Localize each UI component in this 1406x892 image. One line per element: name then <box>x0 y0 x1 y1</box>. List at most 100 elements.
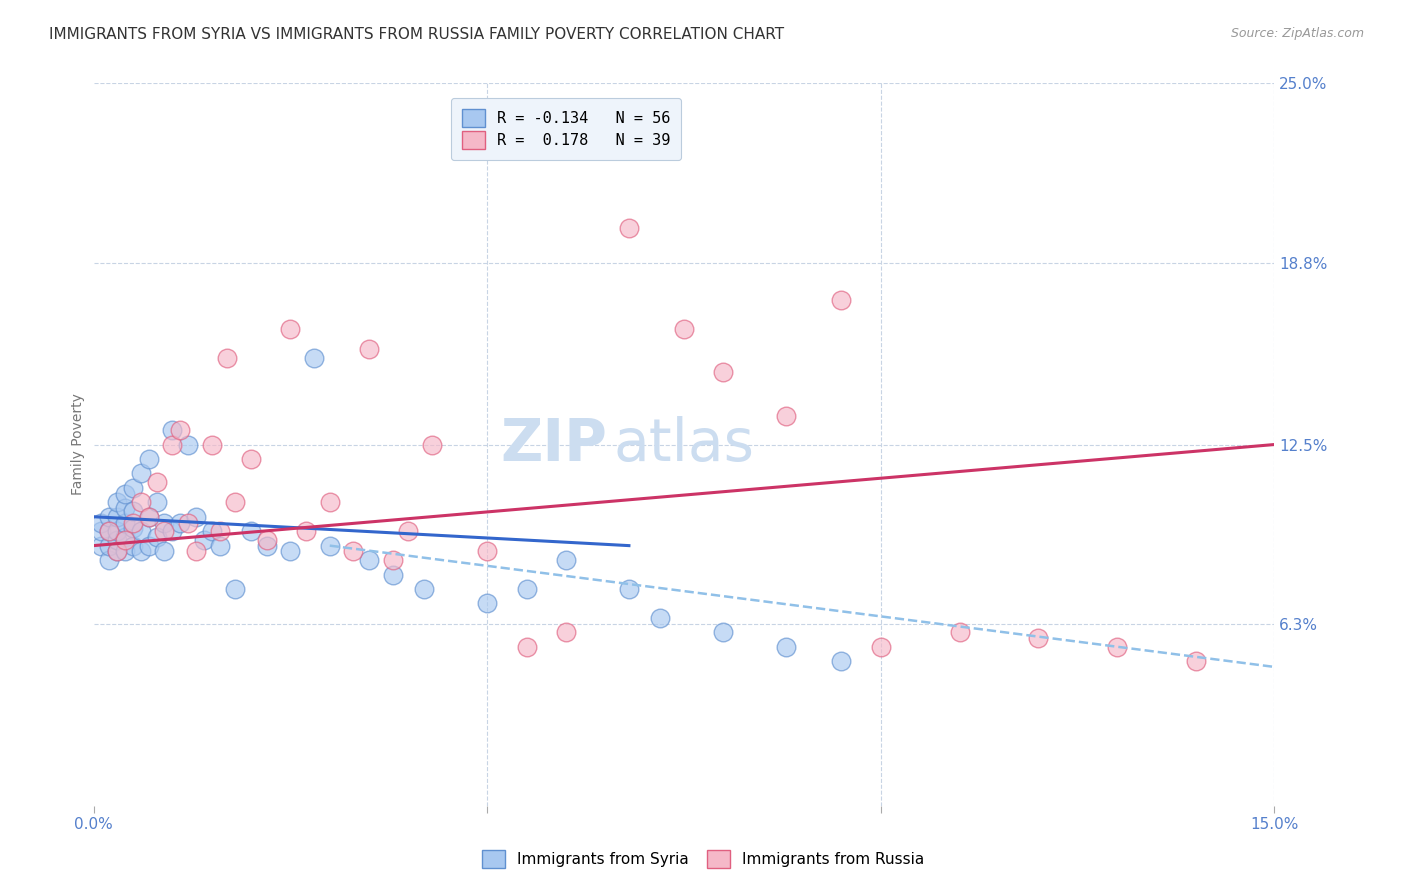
Point <box>673 322 696 336</box>
Point <box>208 524 231 538</box>
Point <box>477 544 499 558</box>
Point <box>105 533 128 547</box>
Text: IMMIGRANTS FROM SYRIA VS IMMIGRANTS FROM RUSSIA FAMILY POVERTY CORRELATION CHART: IMMIGRANTS FROM SYRIA VS IMMIGRANTS FROM… <box>49 27 785 42</box>
Point <box>224 495 246 509</box>
Point <box>240 524 263 538</box>
Point <box>162 423 184 437</box>
Point <box>90 516 112 530</box>
Point <box>98 524 121 538</box>
Point <box>129 544 152 558</box>
Point <box>869 640 891 654</box>
Point <box>381 553 404 567</box>
Point <box>713 365 735 379</box>
Point <box>256 533 278 547</box>
Point <box>145 475 167 489</box>
Point <box>98 524 121 538</box>
Point <box>516 640 538 654</box>
Point <box>184 544 207 558</box>
Point <box>1026 631 1049 645</box>
Point <box>319 539 342 553</box>
Point <box>359 553 381 567</box>
Point <box>398 524 420 538</box>
Point <box>280 322 302 336</box>
Point <box>153 524 176 538</box>
Point <box>516 582 538 596</box>
Point <box>413 582 436 596</box>
Point <box>208 539 231 553</box>
Point <box>359 342 381 356</box>
Legend: R = -0.134   N = 56, R =  0.178   N = 39: R = -0.134 N = 56, R = 0.178 N = 39 <box>451 98 681 160</box>
Point <box>1105 640 1128 654</box>
Point <box>105 544 128 558</box>
Point <box>122 481 145 495</box>
Point <box>138 509 160 524</box>
Text: ZIP: ZIP <box>501 416 607 473</box>
Point <box>138 509 160 524</box>
Point <box>256 539 278 553</box>
Point <box>381 567 404 582</box>
Point <box>948 625 970 640</box>
Point <box>129 495 152 509</box>
Point <box>184 509 207 524</box>
Point <box>617 220 640 235</box>
Point <box>169 423 191 437</box>
Point <box>153 544 176 558</box>
Point <box>105 544 128 558</box>
Point <box>555 625 578 640</box>
Point <box>114 530 136 544</box>
Point <box>138 452 160 467</box>
Point <box>138 539 160 553</box>
Text: atlas: atlas <box>613 416 754 473</box>
Point <box>302 351 325 365</box>
Point <box>775 409 797 423</box>
Text: Source: ZipAtlas.com: Source: ZipAtlas.com <box>1230 27 1364 40</box>
Point <box>114 533 136 547</box>
Point <box>114 486 136 500</box>
Point <box>114 501 136 516</box>
Point <box>477 596 499 610</box>
Point <box>650 611 672 625</box>
Point <box>105 509 128 524</box>
Point <box>162 524 184 538</box>
Point <box>129 467 152 481</box>
Point <box>775 640 797 654</box>
Point <box>713 625 735 640</box>
Point <box>169 516 191 530</box>
Point <box>105 524 128 538</box>
Point <box>201 524 224 538</box>
Point <box>98 553 121 567</box>
Point <box>122 539 145 553</box>
Point <box>98 509 121 524</box>
Point <box>122 504 145 518</box>
Point <box>1184 654 1206 668</box>
Point <box>617 582 640 596</box>
Point <box>122 521 145 535</box>
Point <box>217 351 239 365</box>
Point <box>342 544 364 558</box>
Point <box>280 544 302 558</box>
Point <box>162 437 184 451</box>
Point <box>201 437 224 451</box>
Point <box>153 516 176 530</box>
Point <box>129 524 152 538</box>
Point <box>105 495 128 509</box>
Point <box>295 524 318 538</box>
Y-axis label: Family Poverty: Family Poverty <box>72 393 86 495</box>
Point <box>555 553 578 567</box>
Point <box>122 516 145 530</box>
Point <box>224 582 246 596</box>
Point <box>90 524 112 538</box>
Point <box>177 516 200 530</box>
Point <box>177 437 200 451</box>
Point <box>830 293 852 307</box>
Point <box>240 452 263 467</box>
Point <box>193 533 215 547</box>
Point <box>90 539 112 553</box>
Point <box>114 516 136 530</box>
Point <box>98 539 121 553</box>
Point <box>145 530 167 544</box>
Point <box>420 437 443 451</box>
Legend: Immigrants from Syria, Immigrants from Russia: Immigrants from Syria, Immigrants from R… <box>474 843 932 875</box>
Point <box>830 654 852 668</box>
Point <box>145 495 167 509</box>
